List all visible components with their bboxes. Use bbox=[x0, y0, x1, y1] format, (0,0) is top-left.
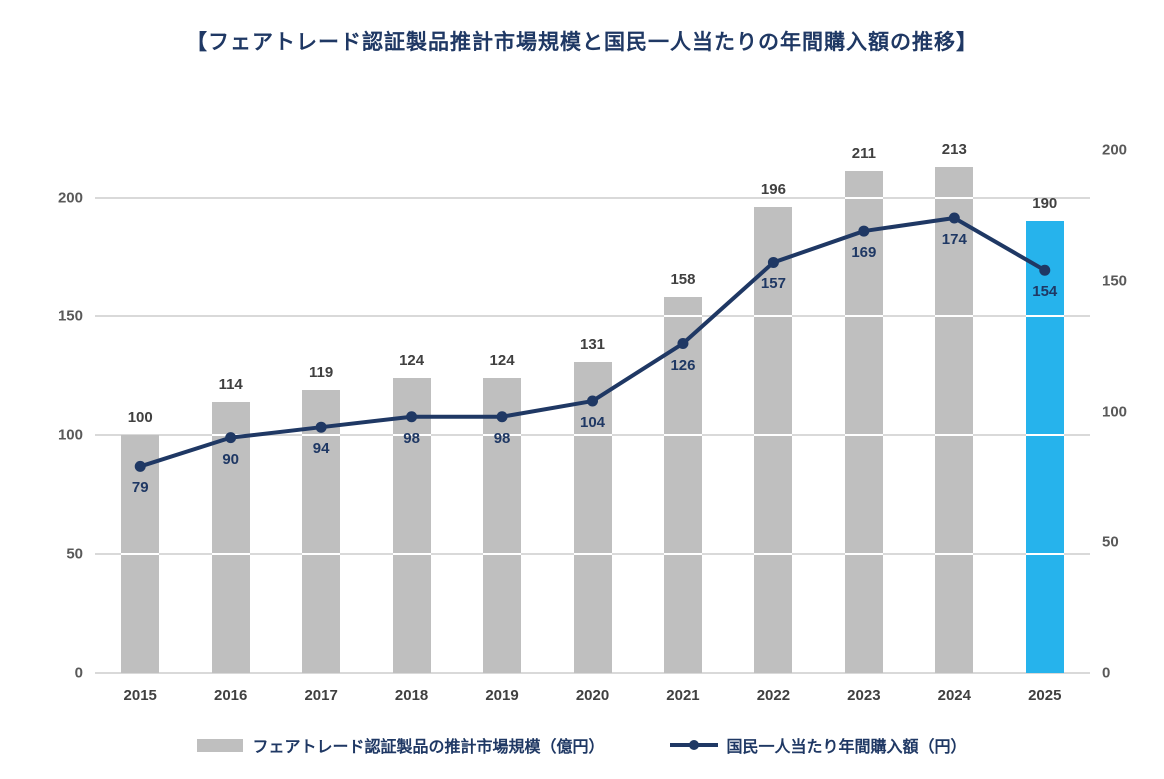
legend: フェアトレード認証製品の推計市場規模（億円） 国民一人当たり年間購入額（円） bbox=[0, 733, 1164, 757]
bar-value-label: 119 bbox=[309, 364, 334, 382]
bar-2019 bbox=[483, 378, 522, 673]
bar-2018 bbox=[392, 378, 431, 673]
gridline-over-bar bbox=[1025, 553, 1064, 556]
bar-2015 bbox=[121, 435, 160, 673]
x-tick-label: 2015 bbox=[123, 687, 157, 704]
gridline-over-bar bbox=[935, 315, 974, 318]
x-tick-label: 2023 bbox=[847, 687, 881, 704]
line-value-label: 104 bbox=[579, 414, 606, 432]
x-tick-label: 2021 bbox=[666, 687, 700, 704]
gridline-over-bar bbox=[483, 553, 522, 556]
y-axis-left-label: 200 bbox=[57, 189, 83, 207]
y-axis-left-label: 50 bbox=[66, 545, 83, 563]
gridline-over-bar bbox=[844, 553, 883, 556]
gridline-over-bar bbox=[935, 434, 974, 437]
line-value-label: 90 bbox=[222, 450, 240, 468]
line-value-label: 174 bbox=[941, 230, 967, 248]
gridline-over-bar bbox=[1025, 315, 1064, 318]
bar-value-label: 100 bbox=[127, 409, 153, 427]
bar-value-label: 124 bbox=[489, 352, 515, 370]
x-tick-label: 2019 bbox=[485, 687, 519, 704]
y-axis-left-label: 0 bbox=[74, 664, 83, 682]
gridline-over-bar bbox=[844, 434, 883, 437]
gridline-over-bar bbox=[754, 315, 793, 318]
legend-bar-swatch bbox=[197, 738, 244, 752]
y-axis-right-label: 100 bbox=[1102, 403, 1128, 420]
line-value-label: 79 bbox=[131, 479, 149, 497]
bar-value-label: 190 bbox=[1032, 195, 1058, 213]
gridline-over-bar bbox=[844, 315, 883, 318]
gridline-over-bar bbox=[392, 553, 431, 556]
gridline-over-bar bbox=[663, 315, 702, 318]
gridline-over-bar bbox=[935, 196, 974, 199]
y-axis-right-label: 150 bbox=[1102, 272, 1128, 290]
legend-bar-label: フェアトレード認証製品の推計市場規模（億円） bbox=[252, 739, 605, 756]
gridline-over-bar bbox=[754, 553, 793, 556]
bar-value-label: 211 bbox=[851, 145, 876, 163]
x-tick-label: 2016 bbox=[213, 687, 248, 704]
legend-line-swatch bbox=[669, 738, 718, 752]
gridline-over-bar bbox=[211, 434, 250, 437]
x-tick-label: 2022 bbox=[756, 687, 791, 704]
gridline-over-bar bbox=[573, 434, 612, 437]
y-axis-right-label: 50 bbox=[1102, 533, 1119, 551]
gridline-over-bar bbox=[663, 434, 702, 437]
gridline-over-bar bbox=[302, 553, 341, 556]
y-axis-right-label: 200 bbox=[1102, 141, 1128, 159]
legend-item-bar: フェアトレード認証製品の推計市場規模（億円） bbox=[197, 733, 605, 757]
bar-2017 bbox=[302, 390, 341, 673]
bar-value-label: 158 bbox=[670, 271, 696, 289]
chart-title: 【フェアトレード認証製品推計市場規模と国民一人当たりの年間購入額の推移】 bbox=[186, 31, 978, 54]
x-tick-label: 2024 bbox=[937, 687, 971, 704]
x-tick-label: 2020 bbox=[575, 687, 610, 704]
x-tick-label: 2025 bbox=[1028, 687, 1062, 704]
gridline-over-bar bbox=[121, 553, 160, 556]
legend-item-line: 国民一人当たり年間購入額（円） bbox=[669, 733, 967, 757]
line-value-label: 98 bbox=[403, 429, 420, 447]
gridline-over-bar bbox=[573, 553, 612, 556]
x-tick-label: 2017 bbox=[304, 687, 338, 704]
bar-value-label: 131 bbox=[579, 335, 606, 353]
gridline-over-bar bbox=[754, 434, 793, 437]
bar-2020 bbox=[573, 361, 612, 673]
gridline-over-bar bbox=[211, 553, 250, 556]
y-axis-left-label: 150 bbox=[57, 307, 83, 325]
line-value-label: 154 bbox=[1032, 283, 1058, 301]
bar-2016 bbox=[211, 401, 250, 673]
gridline bbox=[95, 196, 1090, 199]
y-axis-right-label: 0 bbox=[1102, 664, 1111, 682]
line-value-label: 157 bbox=[760, 275, 786, 293]
x-tick-label: 2018 bbox=[394, 687, 429, 704]
gridline-over-bar bbox=[663, 553, 702, 556]
line-value-label: 169 bbox=[851, 244, 877, 262]
bar-value-label: 213 bbox=[941, 140, 967, 158]
line-value-label: 126 bbox=[670, 356, 696, 374]
line-value-label: 98 bbox=[493, 429, 511, 447]
gridline-over-bar bbox=[935, 553, 974, 556]
gridline-over-bar bbox=[302, 434, 341, 437]
y-axis-left-label: 100 bbox=[57, 426, 83, 444]
gridline-over-bar bbox=[1025, 434, 1064, 437]
bar-value-label: 196 bbox=[760, 181, 786, 199]
legend-line-label: 国民一人当たり年間購入額（円） bbox=[726, 739, 967, 756]
bar-value-label: 114 bbox=[218, 375, 243, 393]
gridline-over-bar bbox=[844, 196, 883, 199]
bar-2021 bbox=[663, 297, 702, 673]
x-axis-line bbox=[95, 672, 1090, 674]
bar-value-label: 124 bbox=[399, 352, 425, 370]
line-value-label: 94 bbox=[312, 440, 330, 458]
